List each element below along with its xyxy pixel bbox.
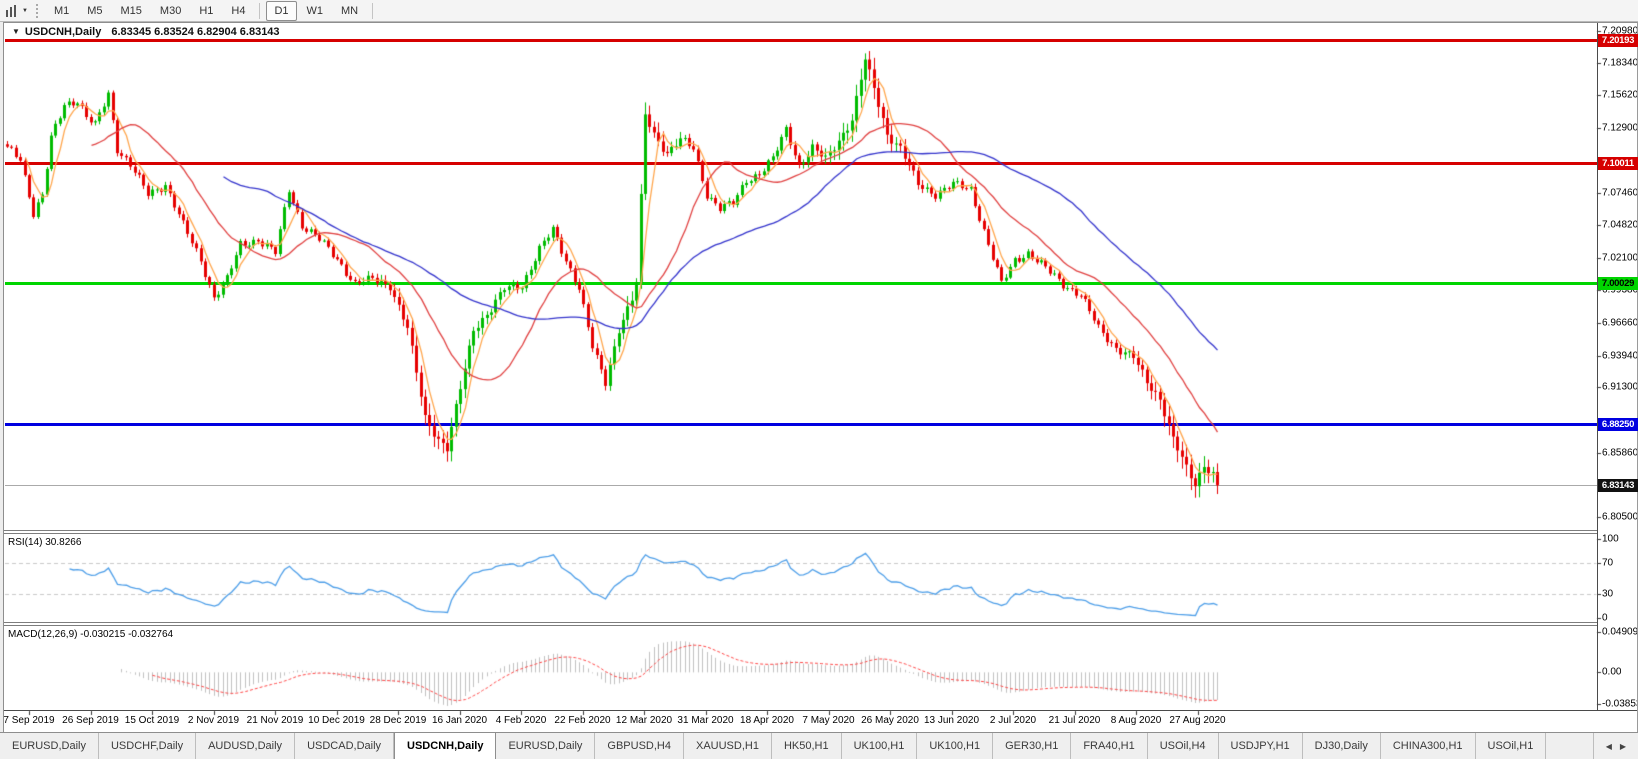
price-label-7.20193: 7.20193	[1598, 34, 1638, 47]
price-tick-6.96660: 6.96660	[1602, 317, 1638, 329]
collapse-triangle-icon[interactable]: ▼	[12, 27, 20, 36]
chart-window-top-border	[0, 22, 1638, 23]
panel-separator[interactable]	[4, 625, 1597, 626]
chart-symbol-label: USDCNH,Daily	[24, 26, 102, 38]
rsi-tick-100: 100	[1602, 533, 1619, 545]
rsi-tick-0: 0	[1602, 612, 1608, 624]
chart-title: ▼ USDCNH,Daily 6.83345 6.83524 6.82904 6.8…	[12, 26, 280, 38]
panel-separator[interactable]	[4, 533, 1597, 534]
chart-ohlc-values: 6.83345 6.83524 6.82904 6.83143	[111, 26, 280, 38]
date-label: 2 Jul 2020	[989, 715, 1037, 726]
price-tick-7.04820: 7.04820	[1602, 219, 1638, 231]
price-tick-6.93940: 6.93940	[1602, 350, 1638, 362]
price-tick-7.12900: 7.12900	[1602, 122, 1638, 134]
price-label-7.00029: 7.00029	[1598, 277, 1638, 290]
chart-window-left-edge	[0, 22, 4, 732]
date-label: 2 Nov 2019	[187, 715, 240, 726]
macd-label: MACD(12,26,9) -0.030215 -0.032764	[8, 629, 174, 640]
macd-tick-0.00: 0.00	[1602, 666, 1622, 678]
date-label: 15 Oct 2019	[124, 715, 180, 726]
date-label: 7 May 2020	[802, 715, 855, 726]
price-tick-6.80500: 6.80500	[1602, 511, 1638, 523]
date-label: 8 Aug 2020	[1110, 715, 1162, 726]
current-price-label: 6.83143	[1598, 479, 1638, 492]
panel-separator[interactable]	[4, 622, 1597, 623]
price-label-7.10011: 7.10011	[1598, 157, 1638, 170]
rsi-tick-30: 30	[1602, 588, 1614, 600]
date-label: 12 Mar 2020	[615, 715, 673, 726]
date-label: 28 Dec 2019	[369, 715, 427, 726]
date-label: 18 Apr 2020	[740, 715, 794, 726]
date-label: 7 Sep 2019	[3, 715, 55, 726]
date-label: 26 May 2020	[861, 715, 919, 726]
date-label: 26 Sep 2019	[62, 715, 119, 726]
macd-tick--0.03853: -0.03853	[1602, 698, 1638, 710]
date-label: 21 Nov 2019	[246, 715, 304, 726]
price-label-6.88250: 6.88250	[1598, 418, 1638, 431]
price-tick-6.99380: 6.99380	[1602, 284, 1638, 296]
price-tick-6.85860: 6.85860	[1602, 447, 1638, 459]
price-tick-6.91300: 6.91300	[1602, 381, 1638, 393]
price-axis-line	[1597, 22, 1598, 711]
price-tick-7.15620: 7.15620	[1602, 89, 1638, 101]
date-label: 10 Dec 2019	[308, 715, 365, 726]
date-label: 21 Jul 2020	[1048, 715, 1101, 726]
date-label: 16 Jan 2020	[431, 715, 488, 726]
price-tick-7.18340: 7.18340	[1602, 57, 1638, 69]
rsi-label: RSI(14) 30.8266	[8, 537, 82, 548]
rsi-tick-70: 70	[1602, 557, 1614, 569]
date-label: 13 Jun 2020	[923, 715, 980, 726]
date-label: 4 Feb 2020	[495, 715, 547, 726]
macd-tick-0.049097: 0.049097	[1602, 626, 1638, 638]
price-tick-7.20980: 7.20980	[1602, 25, 1638, 37]
price-tick-7.07460: 7.07460	[1602, 187, 1638, 199]
time-axis-line	[4, 710, 1638, 711]
panel-separator[interactable]	[4, 530, 1597, 531]
price-tick-7.02100: 7.02100	[1602, 252, 1638, 264]
date-label: 22 Feb 2020	[554, 715, 611, 726]
date-label: 27 Aug 2020	[1169, 715, 1226, 726]
date-label: 31 Mar 2020	[677, 715, 734, 726]
